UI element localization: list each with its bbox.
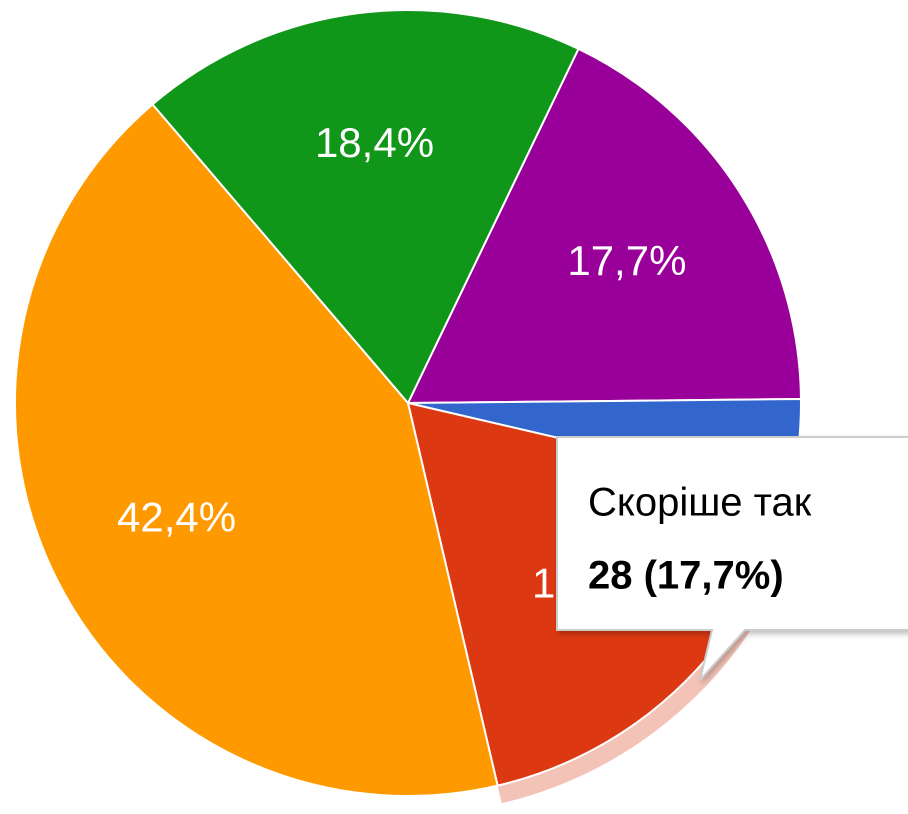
tooltip-title: Скоріше так	[588, 481, 812, 525]
slice-label: 18,4%	[315, 119, 434, 166]
pie-slice	[14, 102, 499, 797]
pie-slice	[151, 9, 580, 405]
tooltip-box	[556, 436, 908, 681]
slice-label: 42,4%	[117, 493, 236, 540]
tooltip: Скоріше так 28 (17,7%)	[556, 436, 908, 681]
slice-label: 17,7%	[567, 237, 686, 284]
pie: 17,7%17,7%42,4%18,4%	[14, 9, 809, 804]
tooltip-text: 28 (17,7%)	[588, 554, 784, 598]
pie-slice	[406, 47, 802, 405]
